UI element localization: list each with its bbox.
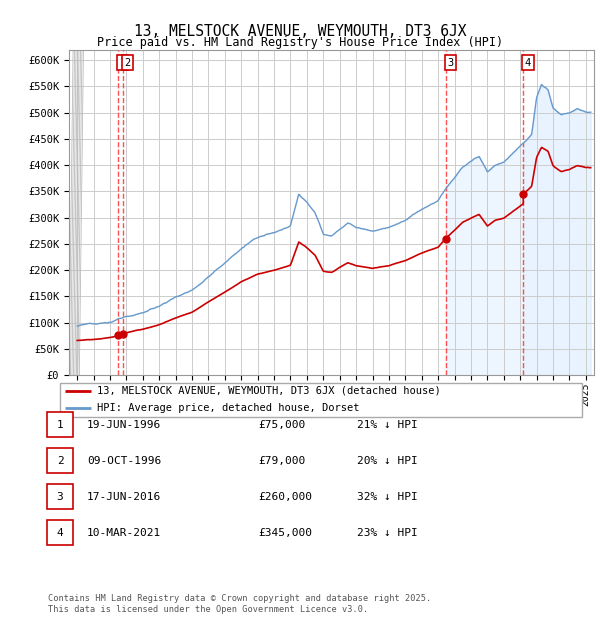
Text: 13, MELSTOCK AVENUE, WEYMOUTH, DT3 6JX (detached house): 13, MELSTOCK AVENUE, WEYMOUTH, DT3 6JX (… — [97, 386, 440, 396]
Text: Contains HM Land Registry data © Crown copyright and database right 2025.
This d: Contains HM Land Registry data © Crown c… — [48, 595, 431, 614]
Text: 23% ↓ HPI: 23% ↓ HPI — [357, 528, 418, 538]
Text: 19-JUN-1996: 19-JUN-1996 — [87, 420, 161, 430]
Text: HPI: Average price, detached house, Dorset: HPI: Average price, detached house, Dors… — [97, 404, 359, 414]
Text: £345,000: £345,000 — [258, 528, 312, 538]
Text: 3: 3 — [448, 58, 454, 68]
Text: 32% ↓ HPI: 32% ↓ HPI — [357, 492, 418, 502]
Text: 20% ↓ HPI: 20% ↓ HPI — [357, 456, 418, 466]
Text: £75,000: £75,000 — [258, 420, 305, 430]
Text: 09-OCT-1996: 09-OCT-1996 — [87, 456, 161, 466]
Text: 1: 1 — [56, 420, 64, 430]
Text: 10-MAR-2021: 10-MAR-2021 — [87, 528, 161, 538]
Text: £260,000: £260,000 — [258, 492, 312, 502]
Text: 3: 3 — [56, 492, 64, 502]
Text: 4: 4 — [525, 58, 531, 68]
Text: 2: 2 — [56, 456, 64, 466]
Text: 2: 2 — [124, 58, 131, 68]
Text: 1: 1 — [119, 58, 125, 68]
Text: £79,000: £79,000 — [258, 456, 305, 466]
Text: 4: 4 — [56, 528, 64, 538]
Text: Price paid vs. HM Land Registry's House Price Index (HPI): Price paid vs. HM Land Registry's House … — [97, 36, 503, 49]
Text: 21% ↓ HPI: 21% ↓ HPI — [357, 420, 418, 430]
Text: 13, MELSTOCK AVENUE, WEYMOUTH, DT3 6JX: 13, MELSTOCK AVENUE, WEYMOUTH, DT3 6JX — [134, 24, 466, 38]
Text: 17-JUN-2016: 17-JUN-2016 — [87, 492, 161, 502]
FancyBboxPatch shape — [59, 383, 583, 417]
